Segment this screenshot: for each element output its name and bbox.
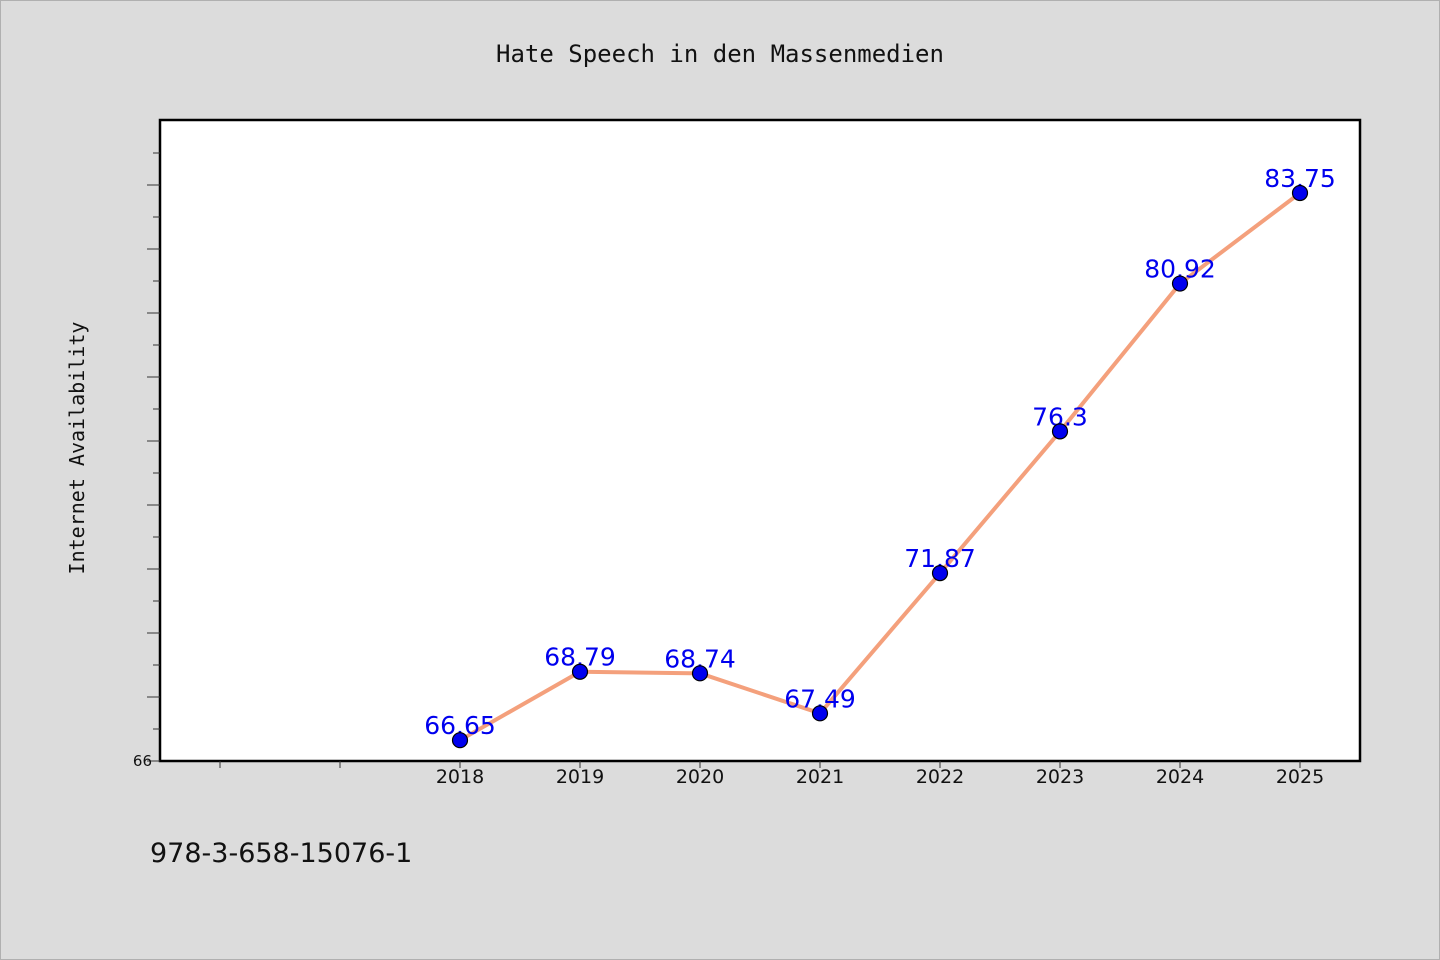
data-point <box>451 732 469 749</box>
data-point <box>691 665 709 682</box>
x-tick-label: 2022 <box>916 766 964 788</box>
x-tick-label: 2021 <box>796 766 844 788</box>
x-tick-label: 2019 <box>556 766 604 788</box>
plot-area <box>158 118 1362 763</box>
data-point <box>1171 275 1189 292</box>
isbn-text: 978-3-658-15076-1 <box>150 838 412 869</box>
x-axis: 2018 2019 2020 2021 2022 2023 2024 2025 <box>219 761 1324 788</box>
data-point <box>931 565 949 582</box>
data-point <box>571 663 589 680</box>
data-point <box>1291 184 1309 202</box>
chart-title: Hate Speech in den Massenmedien <box>496 40 944 68</box>
x-tick-label: 2023 <box>1036 766 1084 788</box>
y-tick-label: 66 <box>133 752 152 770</box>
x-tick-label: 2024 <box>1156 766 1204 788</box>
data-point <box>811 705 829 722</box>
x-tick-label: 2018 <box>436 766 484 788</box>
data-point <box>1051 423 1069 440</box>
series-line <box>458 191 1302 743</box>
x-tick-label: 2025 <box>1276 766 1324 788</box>
y-axis-label: Internet Availability <box>65 322 89 575</box>
y-axis-ticks <box>147 152 160 762</box>
x-tick-label: 2020 <box>676 766 724 788</box>
